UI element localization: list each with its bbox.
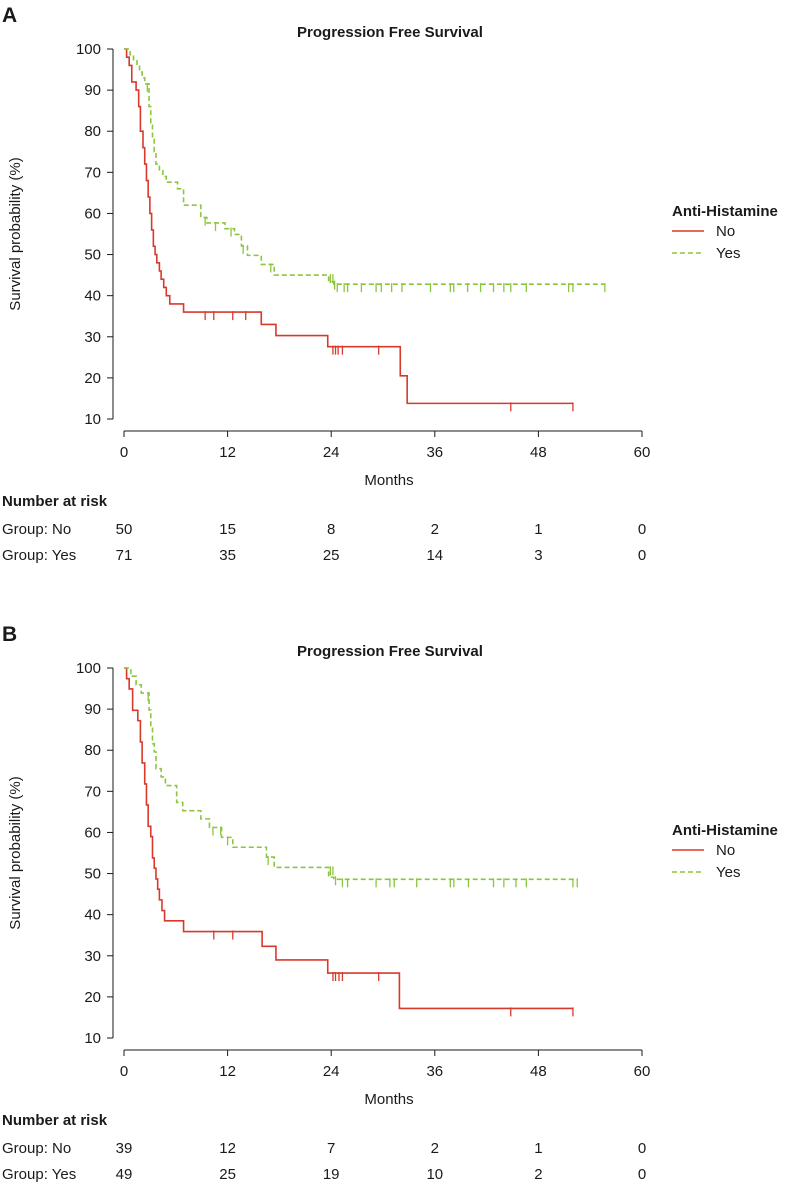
risk-count: 2	[431, 1140, 439, 1157]
y-tick-label: 80	[84, 123, 101, 140]
y-tick-label: 20	[84, 989, 101, 1006]
y-tick-label: 90	[84, 701, 101, 718]
y-tick-label: 90	[84, 82, 101, 99]
risk-count: 3	[534, 547, 542, 564]
risk-count: 0	[638, 1140, 646, 1157]
x-tick-label: 12	[219, 1063, 236, 1080]
y-tick-label: 40	[84, 907, 101, 924]
risk-table-title: Number at risk	[2, 493, 108, 510]
x-tick-label: 60	[634, 1063, 651, 1080]
risk-count: 0	[638, 1166, 646, 1183]
x-tick-label: 24	[323, 444, 340, 461]
y-tick-label: 70	[84, 783, 101, 800]
risk-count: 0	[638, 521, 646, 538]
legend-label-yes: Yes	[716, 864, 740, 881]
risk-count: 49	[116, 1166, 133, 1183]
risk-count: 50	[116, 521, 133, 538]
y-tick-label: 20	[84, 370, 101, 387]
y-tick-label: 60	[84, 824, 101, 841]
x-tick-label: 12	[219, 444, 236, 461]
chart-title: Progression Free Survival	[297, 24, 483, 41]
x-tick-label: 36	[426, 444, 443, 461]
legend-title: Anti-Histamine	[672, 203, 778, 220]
legend-label-no: No	[716, 223, 735, 240]
risk-count: 71	[116, 547, 133, 564]
risk-count: 25	[219, 1166, 236, 1183]
x-tick-label: 36	[426, 1063, 443, 1080]
risk-count: 2	[534, 1166, 542, 1183]
panel-letter: A	[2, 4, 17, 27]
risk-count: 14	[426, 547, 443, 564]
risk-count: 35	[219, 547, 236, 564]
y-tick-label: 50	[84, 247, 101, 264]
risk-count: 39	[116, 1140, 133, 1157]
series-yes	[124, 667, 578, 888]
risk-count: 1	[534, 521, 542, 538]
y-tick-label: 60	[84, 205, 101, 222]
series-no	[124, 667, 574, 1017]
risk-table-title: Number at risk	[2, 1112, 108, 1129]
km-curve-yes	[124, 667, 578, 881]
x-tick-label: 60	[634, 444, 651, 461]
risk-count: 10	[426, 1166, 443, 1183]
x-tick-label: 48	[530, 444, 547, 461]
km-curve-no	[124, 667, 573, 1010]
x-tick-label: 48	[530, 1063, 547, 1080]
y-tick-label: 10	[84, 1030, 101, 1047]
x-tick-label: 24	[323, 1063, 340, 1080]
risk-count: 1	[534, 1140, 542, 1157]
y-axis-label: Survival probability (%)	[7, 776, 24, 929]
x-tick-label: 0	[120, 1063, 128, 1080]
x-axis-label: Months	[364, 472, 413, 489]
risk-count: 15	[219, 521, 236, 538]
legend-title: Anti-Histamine	[672, 822, 778, 839]
series-yes	[124, 48, 606, 293]
y-axis-label: Survival probability (%)	[7, 157, 24, 310]
chart-title: Progression Free Survival	[297, 643, 483, 660]
y-tick-label: 100	[76, 41, 101, 58]
y-tick-label: 30	[84, 948, 101, 965]
y-tick-label: 70	[84, 164, 101, 181]
risk-row-label: Group: No	[2, 1140, 71, 1157]
legend-label-yes: Yes	[716, 245, 740, 262]
x-tick-label: 0	[120, 444, 128, 461]
risk-row-label: Group: No	[2, 521, 71, 538]
y-tick-label: 100	[76, 660, 101, 677]
series-no	[124, 48, 574, 412]
risk-row-label: Group: Yes	[2, 547, 76, 564]
y-tick-label: 40	[84, 288, 101, 305]
legend-label-no: No	[716, 842, 735, 859]
y-tick-label: 30	[84, 329, 101, 346]
risk-row-label: Group: Yes	[2, 1166, 76, 1183]
risk-count: 0	[638, 547, 646, 564]
risk-count: 7	[327, 1140, 335, 1157]
y-tick-label: 10	[84, 411, 101, 428]
y-tick-label: 50	[84, 866, 101, 883]
y-tick-label: 80	[84, 742, 101, 759]
risk-count: 19	[323, 1166, 340, 1183]
risk-count: 12	[219, 1140, 236, 1157]
x-axis-label: Months	[364, 1091, 413, 1108]
risk-count: 8	[327, 521, 335, 538]
km-curve-no	[124, 48, 573, 405]
risk-count: 25	[323, 547, 340, 564]
km-curve-yes	[124, 48, 605, 285]
risk-count: 2	[431, 521, 439, 538]
panel-letter: B	[2, 623, 17, 646]
